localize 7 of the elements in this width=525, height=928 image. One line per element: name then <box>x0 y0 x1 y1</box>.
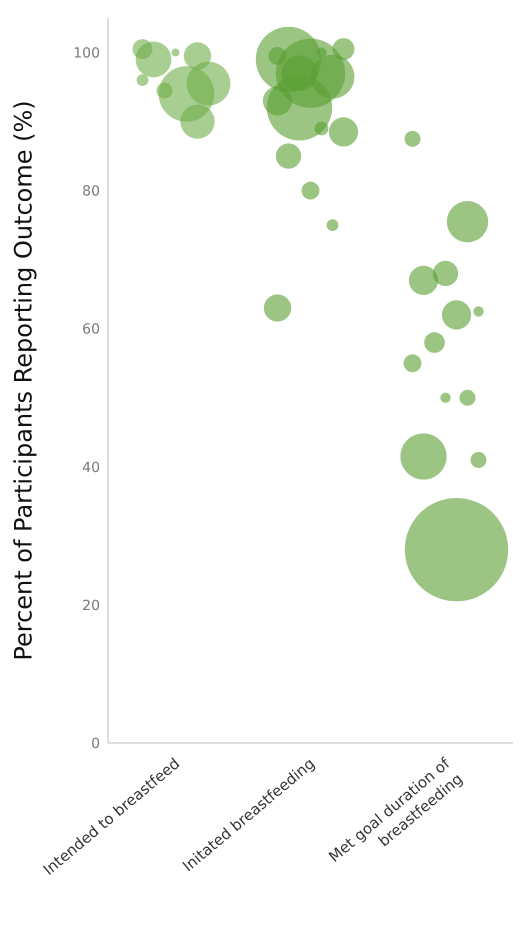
y-tick-label: 100 <box>73 45 100 62</box>
y-tick-label: 20 <box>82 598 100 614</box>
y-tick-label: 60 <box>82 322 100 338</box>
y-axis-title: Percent of Participants Reporting Outcome (%) <box>10 100 38 661</box>
y-tick-label: 80 <box>82 184 100 200</box>
y-tick-label: 0 <box>91 736 100 752</box>
y-tick-label: 40 <box>82 460 100 476</box>
